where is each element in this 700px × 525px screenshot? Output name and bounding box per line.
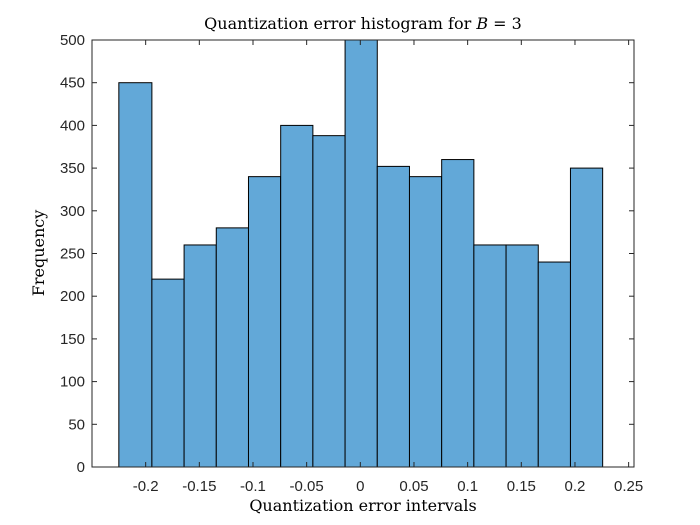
x-tick-label: -0.05 [290,478,324,495]
y-tick-label: 0 [77,459,85,476]
histogram-bar [118,82,153,468]
x-tick-label: 0.25 [614,478,643,495]
x-tick-label: -0.15 [182,478,216,495]
histogram-bar [183,244,217,468]
histogram-bar [376,165,410,468]
chart-title-suffix: = 3 [488,14,522,33]
y-axis-label: Frequency [29,210,48,297]
histogram-bar [441,159,475,468]
x-tick-label: -0.1 [240,478,266,495]
histogram-bar [215,227,249,468]
histogram-bar [280,124,314,468]
histogram-bar [569,167,604,468]
y-ticks-group: 0 50 100 150 200 250 300 350 400 450 500 [60,32,634,476]
histogram-bar [473,244,507,468]
y-tick-label: 100 [60,374,85,391]
histogram-bar [505,244,539,468]
x-axis-label: Quantization error intervals [249,496,476,515]
x-tick-label: 0.05 [399,478,428,495]
y-tick-label: 300 [60,203,85,220]
y-tick-label: 500 [60,32,85,49]
histogram-bar [408,176,443,468]
x-ticks-group: -0.2 -0.15 -0.1 -0.05 0 0.05 0.1 0.15 0.2 0.25 [133,40,643,495]
histogram-bar [151,278,185,468]
histogram-bar [537,261,571,468]
x-tick-label: 0.2 [565,478,586,495]
y-tick-label: 250 [60,246,85,263]
axes-box [91,39,635,468]
x-tick-label: -0.2 [133,478,159,495]
y-tick-label: 400 [60,117,85,134]
chart-title-var: B [475,14,488,33]
x-tick-label: 0 [356,478,364,495]
y-tick-label: 150 [60,331,85,348]
x-tick-label: 0.1 [457,478,478,495]
y-tick-label: 50 [68,416,85,433]
histogram-bar [247,176,282,468]
y-tick-label: 200 [60,288,85,305]
x-tick-label: 0.15 [507,478,536,495]
chart-title-prefix: Quantization error histogram for [204,14,476,33]
chart-title: Quantization error histogram for B = 3 [204,14,522,33]
histogram-bar [312,135,346,468]
y-tick-label: 350 [60,160,85,177]
histogram-bar [344,39,378,468]
bars-group [118,39,604,468]
y-tick-label: 450 [60,75,85,92]
